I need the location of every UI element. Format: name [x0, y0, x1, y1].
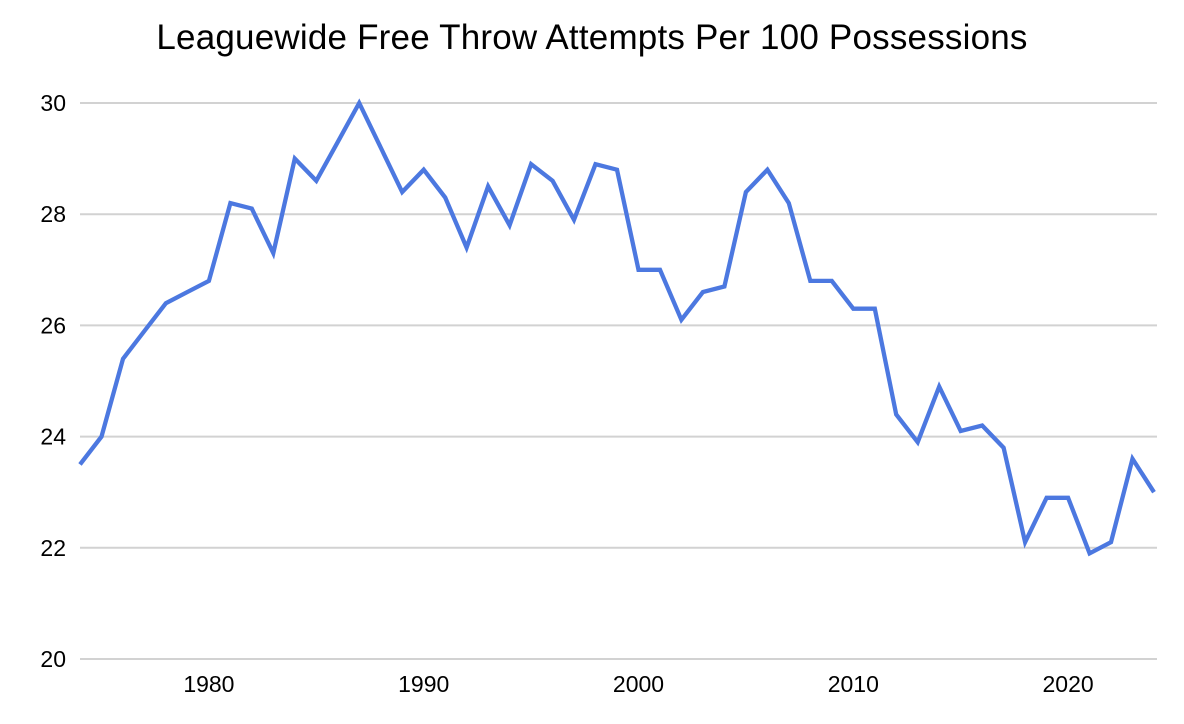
y-tick-label-26: 26	[40, 312, 66, 338]
x-tick-label-2010: 2010	[828, 671, 879, 697]
x-tick-label-2000: 2000	[613, 671, 664, 697]
x-tick-label-1990: 1990	[398, 671, 449, 697]
y-tick-label-24: 24	[40, 424, 66, 450]
y-tick-label-20: 20	[40, 646, 66, 672]
y-tick-label-30: 30	[40, 90, 66, 116]
y-tick-label-28: 28	[40, 201, 66, 227]
x-tick-label-1980: 1980	[183, 671, 234, 697]
x-tick-label-2020: 2020	[1043, 671, 1094, 697]
data-line	[78, 98, 1156, 557]
chart-title: Leaguewide Free Throw Attempts Per 100 P…	[156, 18, 1028, 57]
y-tick-label-22: 22	[40, 535, 66, 561]
